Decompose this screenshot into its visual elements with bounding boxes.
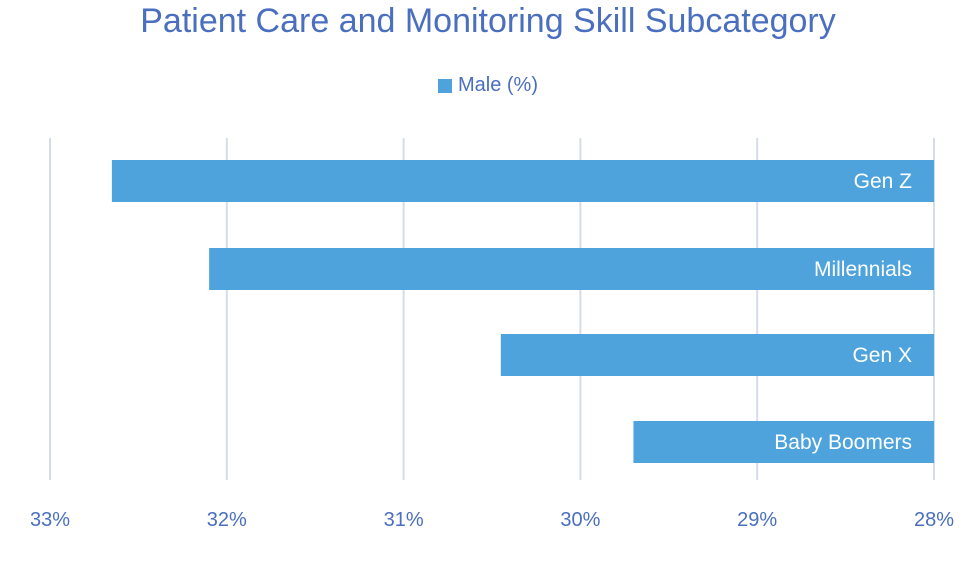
legend: Male (%): [0, 74, 976, 97]
bar: [209, 248, 934, 290]
bar: [633, 421, 934, 463]
chart-title: Patient Care and Monitoring Skill Subcat…: [140, 2, 836, 40]
bar-category-label: Baby Boomers: [774, 431, 912, 454]
bar-layer: Gen Z Millennials Gen X Baby Boomers: [111, 160, 934, 463]
legend-label: Male (%): [457, 74, 538, 96]
bar-category-label: Millennials: [814, 258, 912, 281]
bar-category-label: Gen X: [852, 344, 912, 367]
bar-category-label: Gen Z: [854, 170, 913, 193]
x-tick-label: 31%: [384, 509, 424, 531]
bar: [500, 334, 934, 376]
legend-swatch: [437, 78, 452, 93]
x-axis-ticks: 33% 32% 31% 30% 29% 28%: [30, 509, 954, 531]
x-tick-label: 29%: [737, 509, 777, 531]
x-tick-label: 28%: [914, 509, 954, 531]
x-tick-label: 32%: [207, 509, 247, 531]
x-tick-label: 30%: [560, 509, 600, 531]
x-tick-label: 33%: [30, 509, 70, 531]
bar: [111, 160, 934, 202]
